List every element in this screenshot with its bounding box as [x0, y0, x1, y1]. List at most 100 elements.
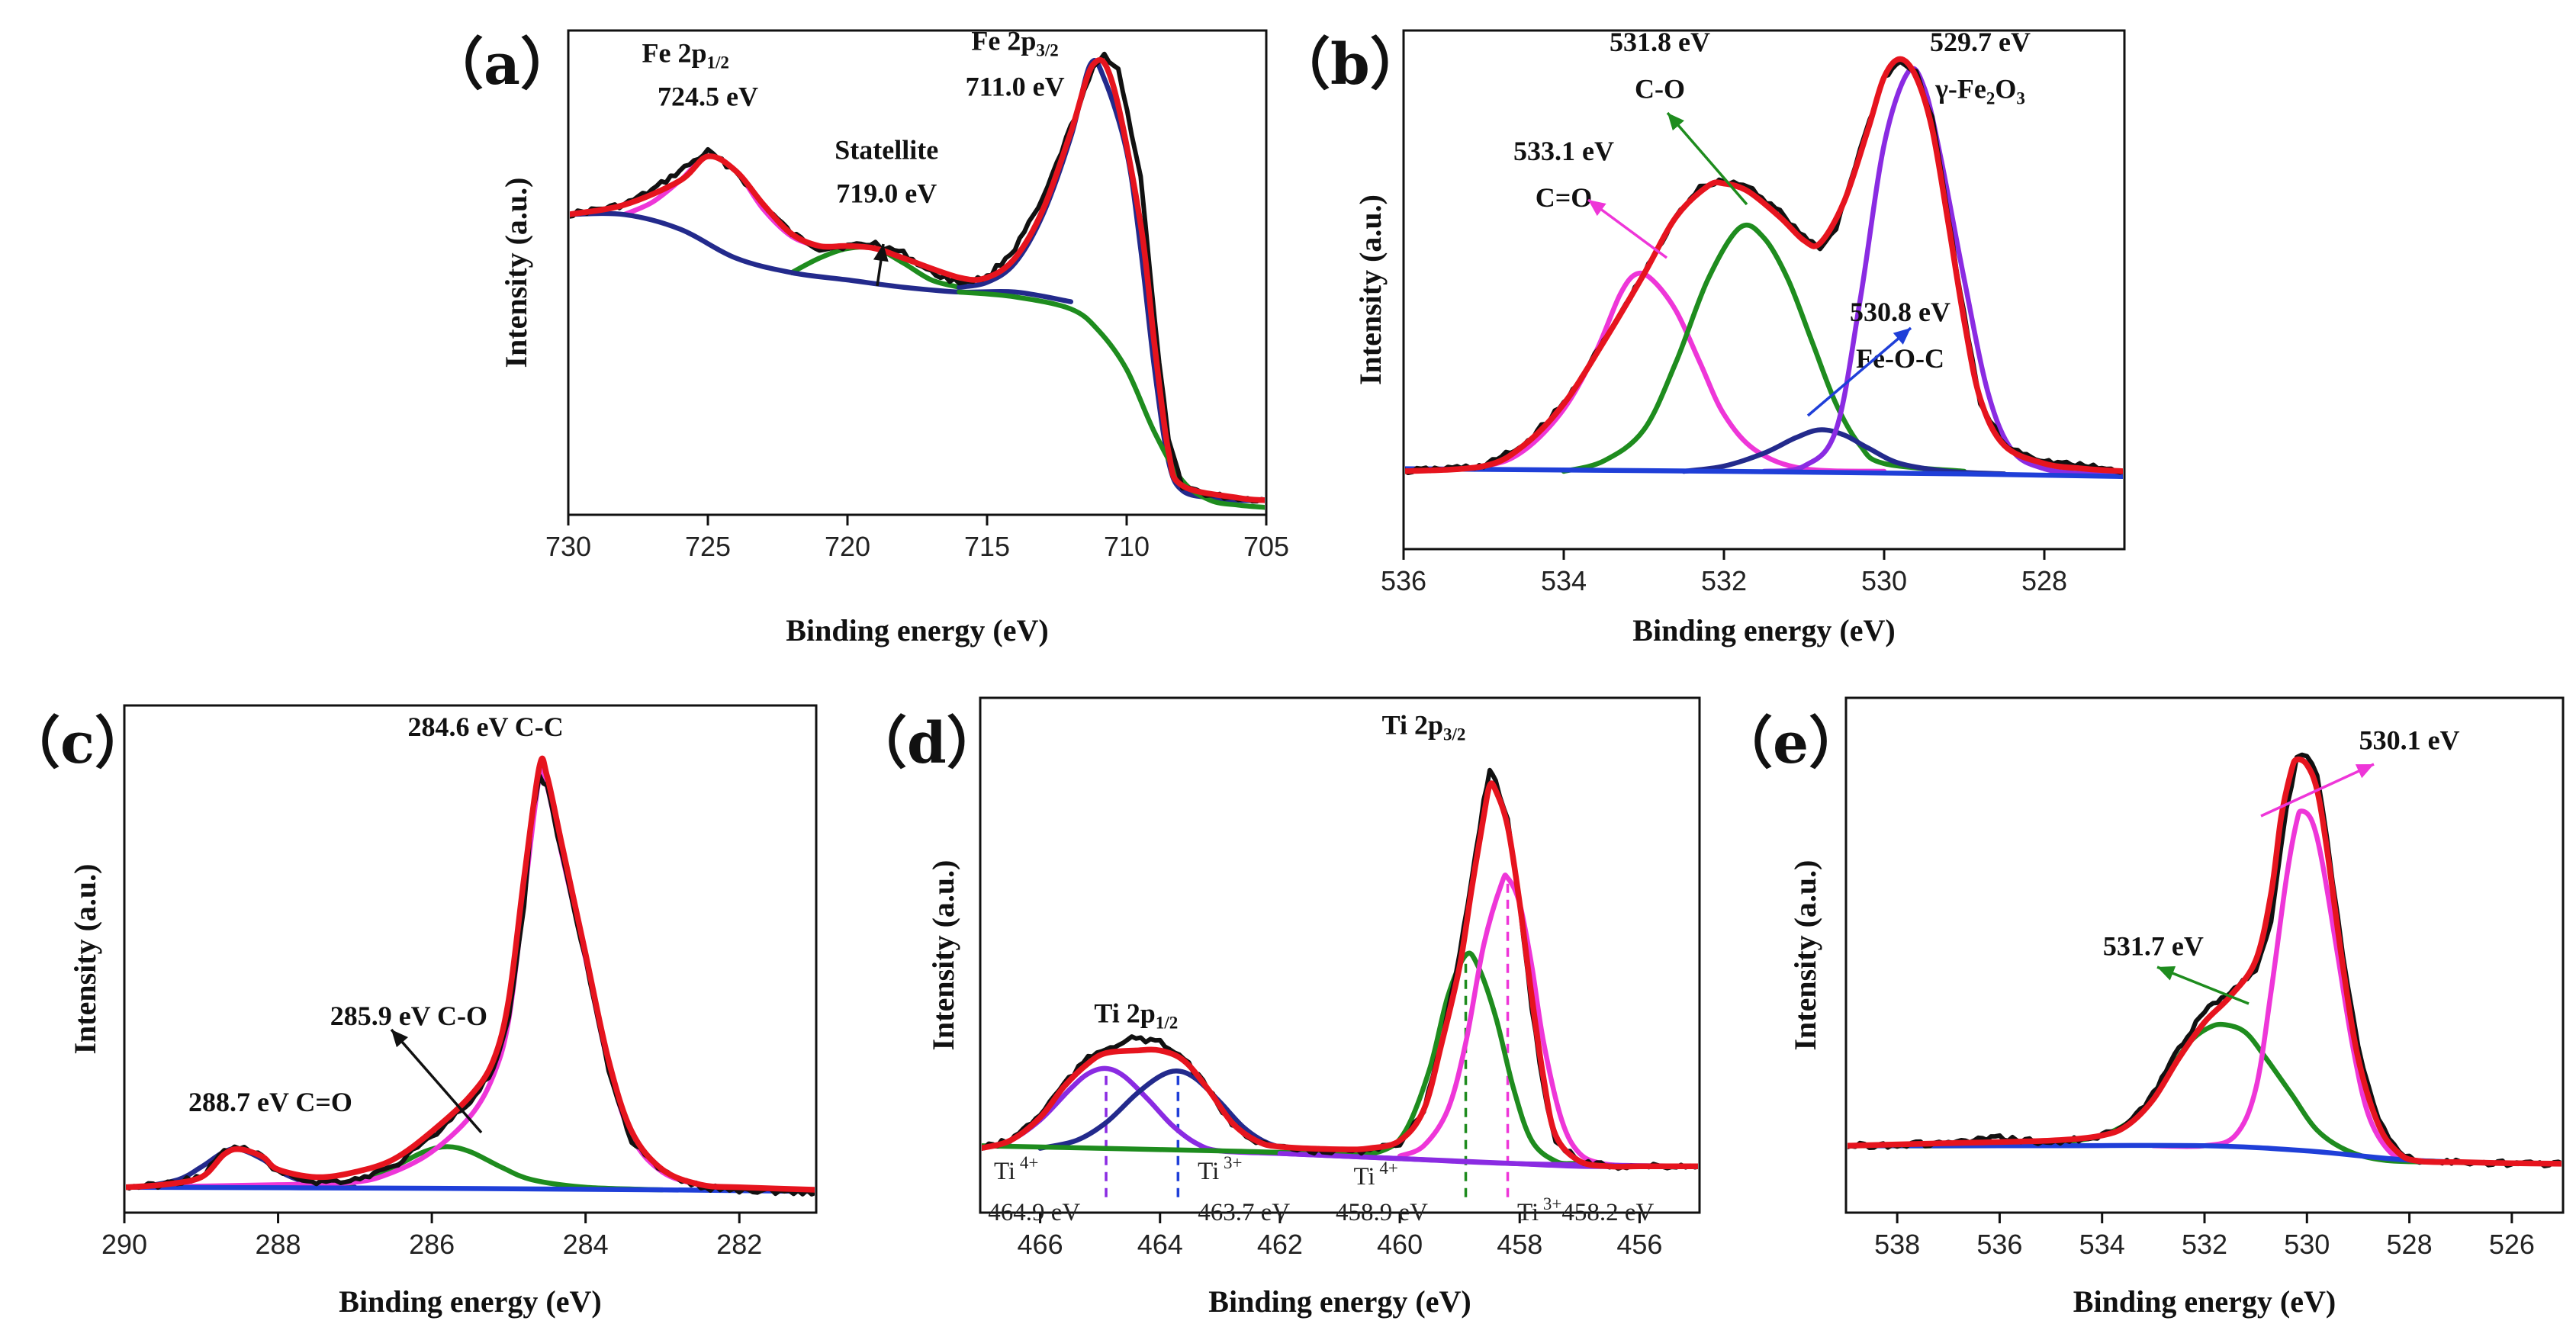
panel-e-xtick-label: 528 [2387, 1229, 2433, 1260]
panel-a-annotation: 724.5 eV [658, 81, 758, 111]
panel-c-xtick-label: 286 [409, 1229, 455, 1260]
arrow-fe-o-c-head [1893, 328, 1911, 345]
panel-b-annotation: C=O [1536, 182, 1593, 213]
panel-d-series-envelope [982, 780, 1698, 1170]
panel-d-xlabel: Binding energy (eV) [1208, 1284, 1471, 1319]
panel-a-xtick-label: 720 [825, 531, 870, 562]
panel-e-annotation: 531.7 eV [2103, 931, 2204, 962]
panel-d-annotation: Ti 4+ [994, 1153, 1038, 1185]
panel-e-xtick-label: 538 [1874, 1229, 1920, 1260]
arrow-c-o-c-head [391, 1030, 409, 1048]
panel-a-xtick-label: 710 [1104, 531, 1150, 562]
panel-d-ylabel: Intensity (a.u.) [926, 860, 960, 1050]
panel-b-xlabel: Binding energy (eV) [1632, 613, 1895, 648]
panel-d-frame [979, 696, 1701, 1214]
panel-d-series-ti3-458-2-ev [1397, 872, 1642, 1169]
panel-d-annotation: Ti 2p1/2 [1094, 998, 1178, 1032]
panel-e-xtick-label: 530 [2284, 1229, 2330, 1260]
panel-c-ylabel: Intensity (a.u.) [68, 863, 102, 1054]
panel-d-annotation: Ti 3+458.2 eV [1517, 1194, 1655, 1226]
panel-b: 536 534 532 530 528 Binding energy (eV) Intens… [1274, 27, 2126, 648]
panel-b-series-envelope [1405, 56, 2123, 474]
panel-d-xtick-label: 458 [1497, 1229, 1542, 1260]
arrow-c-o-c [390, 1028, 483, 1134]
panel-d-annotation: Ti 3+ [1198, 1153, 1242, 1185]
panel-c-xtick-label: 288 [256, 1229, 301, 1260]
panel-b-series-533-1-ev-c-o [1405, 270, 1887, 474]
panel-b-annotation: 531.8 eV [1610, 27, 1710, 57]
arrow-530-1 [2260, 763, 2375, 818]
panel-b-annotation: Fe-O-C [1856, 343, 1944, 374]
arrow-c-o-b-head [1667, 113, 1684, 131]
arrow-satellite-head [873, 244, 889, 262]
panel-d-annotation: 464.9 eV [988, 1199, 1080, 1226]
panel-a-label: （a） [427, 32, 577, 98]
panel-e-label: （e） [1716, 711, 1865, 776]
panel-d-series-raw [982, 767, 1698, 1171]
panel-d-xtick-label: 462 [1257, 1229, 1303, 1260]
arrow-531-7-head [2157, 966, 2176, 981]
panel-d-xtick-label: 466 [1018, 1229, 1063, 1260]
panel-a-ylabel: Intensity (a.u.) [499, 177, 533, 368]
panel-b-series-529-7-ev-fe2o3 [1761, 66, 2123, 479]
panel-e-plot-area [1848, 752, 2562, 1168]
panel-b-series-530-8-ev-fe-o-c [1681, 427, 2007, 477]
panel-e-xtick-label: 526 [2489, 1229, 2535, 1260]
panel-d-xtick-label: 460 [1377, 1229, 1423, 1260]
panel-a-xtick-label: 705 [1243, 531, 1289, 562]
panel-e-series-530-1-ev [2150, 808, 2515, 1166]
panel-e-xtick-label: 534 [2079, 1229, 2125, 1260]
panel-e-series-envelope [1848, 756, 2562, 1167]
panel-b-annotation: γ-Fe2O3 [1934, 73, 2025, 108]
panel-a-plot-area [570, 51, 1265, 510]
panel-c-series-raw [126, 773, 815, 1197]
panel-a-xlabel: Binding energy (eV) [786, 613, 1048, 648]
panel-c-label: （c） [4, 711, 151, 776]
panel-d-label: （d） [851, 711, 1003, 776]
panel-a-frame [567, 29, 1268, 516]
panel-c-xlabel: Binding energy (eV) [339, 1284, 601, 1319]
panel-d-annotation: 463.7 eV [1198, 1199, 1290, 1226]
panel-a-series-fe-2p3-2 [957, 58, 1265, 503]
panel-e-xtick-label: 532 [2182, 1229, 2227, 1260]
panel-a-annotation: Fe 2p3/2 [971, 25, 1058, 59]
panel-d-annotation: 458.9 eV [1336, 1199, 1428, 1226]
panel-e-annotation: 530.1 eV [2359, 725, 2460, 756]
panel-e: 538 536 534 532 530 528 526 Binding energy (eV)… [1716, 696, 2565, 1319]
panel-a-xtick-label: 715 [964, 531, 1010, 562]
panel-a-series-envelope [570, 56, 1265, 503]
panel-a: 730 725 720 715 710 705 Binding energy (eV) Int… [427, 25, 1289, 648]
panel-a-annotation: Statellite [835, 134, 938, 165]
panel-d-annotation: Ti 4+ [1353, 1158, 1397, 1191]
panel-b-series-raw [1405, 59, 2123, 475]
panel-e-xlabel: Binding energy (eV) [2073, 1284, 2336, 1319]
arrow-fe-o-c [1806, 326, 1912, 417]
panel-b-annotation: 530.8 eV [1850, 297, 1950, 327]
panel-a-annotation: Fe 2p1/2 [642, 37, 729, 72]
panel-b-frame [1402, 29, 2126, 551]
panel-c-series-285-9-ev-c-o [314, 1144, 665, 1193]
panel-c-frame [123, 704, 818, 1214]
panel-c-series-envelope [126, 755, 815, 1193]
panel-b-series-background [1405, 466, 2123, 480]
panel-d-plot-area [982, 767, 1698, 1197]
panel-b-xtick-label: 536 [1381, 565, 1426, 596]
arrow-c-o-b [1666, 111, 1748, 206]
panel-c-xtick-label: 290 [101, 1229, 147, 1260]
panel-e-xtick-label: 536 [1976, 1229, 2022, 1260]
panel-b-annotation: 529.7 eV [1930, 27, 2031, 57]
arrow-530-1-head [2355, 764, 2374, 779]
panel-a-xtick-label: 730 [545, 531, 591, 562]
panel-c-xtick-label: 282 [716, 1229, 762, 1260]
panel-d-series-ti4-458-9-ev [982, 950, 1642, 1169]
panel-b-xtick-label: 528 [2021, 565, 2067, 596]
panel-b-xtick-label: 532 [1701, 565, 1747, 596]
panel-c-annotation: 285.9 eV C-O [330, 1001, 487, 1031]
panel-b-ylabel: Intensity (a.u.) [1353, 194, 1388, 385]
panel-c-annotation: 288.7 eV C=O [188, 1087, 352, 1117]
panel-c-annotation: 284.6 eV C-C [407, 712, 563, 742]
panel-b-label: （b） [1274, 32, 1426, 98]
panel-d-xtick-label: 464 [1137, 1229, 1183, 1260]
panel-b-annotation: 533.1 eV [1513, 136, 1614, 166]
panel-b-annotation: C-O [1635, 73, 1685, 104]
